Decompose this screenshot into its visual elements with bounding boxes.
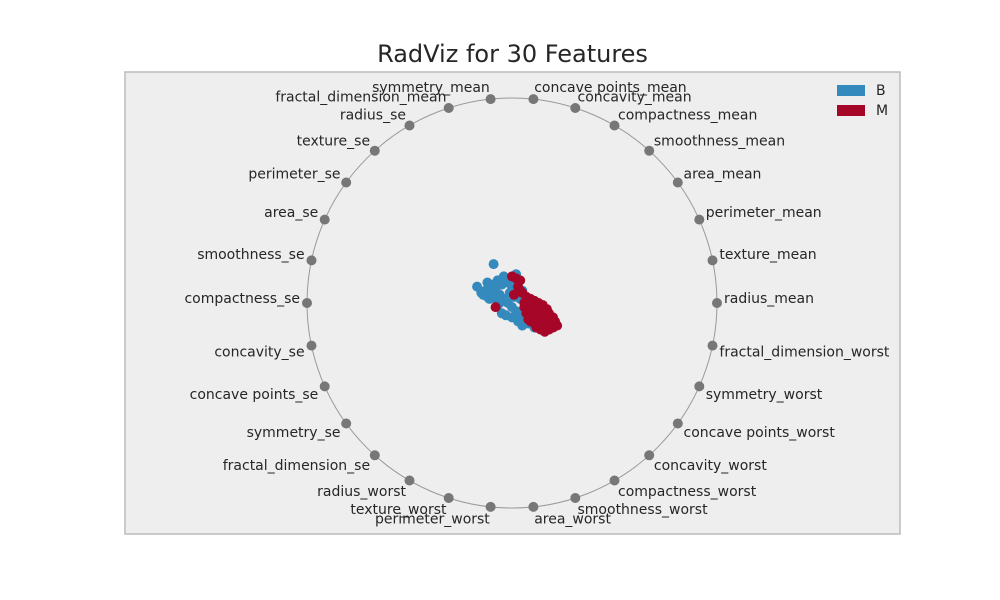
anchor-label-perimeter-mean: perimeter_mean [706, 205, 822, 221]
anchor-label-area-se: area_se [264, 205, 318, 221]
point-b-42 [490, 293, 501, 304]
anchor-point-perimeter-se [341, 177, 352, 188]
anchor-point-texture-worst [443, 493, 454, 503]
anchor-label-concavity-mean: concavity_mean [578, 89, 692, 105]
legend: BM [837, 83, 888, 119]
point-m-51 [541, 314, 552, 325]
anchor-label-perimeter-se: perimeter_se [248, 166, 340, 182]
point-b-45 [482, 291, 493, 302]
anchor-group: radius_meantexture_meanperimeter_meanare… [184, 80, 889, 527]
anchor-point-fractal-dimension-se [369, 450, 380, 461]
anchor-label-symmetry-worst: symmetry_worst [706, 387, 823, 403]
anchor-label-smoothness-se: smoothness_se [197, 247, 304, 263]
anchor-point-smoothness-worst [570, 493, 581, 503]
point-m-47 [519, 298, 530, 308]
anchor-point-area-mean [672, 177, 683, 188]
anchor-point-symmetry-se [341, 418, 352, 429]
anchor-label-radius-se: radius_se [340, 107, 406, 123]
anchor-point-radius-se [404, 120, 415, 131]
anchor-label-compactness-se: compactness_se [184, 291, 300, 307]
anchor-label-symmetry-mean: symmetry_mean [372, 80, 490, 96]
anchor-label-area-worst: area_worst [534, 511, 611, 527]
anchor-point-smoothness-se [306, 255, 317, 266]
anchor-point-radius-mean [712, 298, 722, 308]
anchor-label-fractal-dimension-mean: fractal_dimension_mean [275, 89, 446, 105]
point-b-38 [498, 271, 509, 282]
anchor-label-compactness-mean: compactness_mean [618, 107, 757, 123]
anchor-point-texture-mean [707, 255, 718, 266]
point-m-53 [539, 322, 550, 333]
anchor-point-concavity-worst [644, 450, 655, 461]
anchor-label-concave-points-worst: concave points_worst [684, 425, 836, 441]
point-m-46 [523, 314, 534, 325]
anchor-label-smoothness-worst: smoothness_worst [578, 502, 709, 518]
anchor-label-perimeter-worst: perimeter_worst [375, 511, 490, 527]
anchor-label-symmetry-se: symmetry_se [247, 425, 341, 441]
anchor-point-concavity-mean [570, 103, 581, 113]
anchor-label-fractal-dimension-worst: fractal_dimension_worst [719, 345, 890, 361]
legend-label-m: M [876, 103, 888, 119]
anchor-point-smoothness-mean [644, 145, 655, 156]
anchor-label-compactness-worst: compactness_worst [618, 484, 757, 500]
anchor-point-compactness-worst [609, 475, 620, 486]
anchor-point-texture-se [369, 145, 380, 156]
anchor-point-concave-points-mean [528, 94, 539, 105]
anchor-point-area-se [319, 214, 330, 225]
point-b-0 [488, 259, 499, 270]
anchor-label-radius-worst: radius_worst [317, 484, 406, 500]
points-group [472, 259, 563, 337]
anchor-point-concavity-se [306, 340, 317, 351]
point-b-47 [517, 320, 528, 331]
anchor-point-area-worst [528, 501, 539, 512]
anchor-point-perimeter-mean [694, 214, 705, 225]
anchor-label-texture-se: texture_se [297, 134, 370, 150]
anchor-point-compactness-se [302, 298, 312, 308]
anchor-point-concave-points-se [319, 381, 330, 392]
anchor-label-texture-mean: texture_mean [719, 247, 816, 263]
point-m-48 [515, 285, 526, 296]
anchor-label-area-mean: area_mean [684, 166, 762, 182]
anchor-label-smoothness-mean: smoothness_mean [654, 134, 785, 150]
anchor-label-concave-points-se: concave points_se [190, 387, 319, 403]
chart-title: RadViz for 30 Features [377, 40, 648, 68]
point-m-44 [550, 318, 560, 329]
legend-swatch-m [837, 105, 865, 116]
legend-label-b: B [876, 83, 886, 99]
anchor-label-radius-mean: radius_mean [724, 291, 814, 307]
anchor-label-concavity-se: concavity_se [214, 345, 304, 361]
anchor-point-fractal-dimension-worst [707, 340, 718, 351]
anchor-label-fractal-dimension-se: fractal_dimension_se [223, 458, 370, 474]
anchor-point-symmetry-worst [694, 381, 705, 392]
anchor-label-concavity-worst: concavity_worst [654, 458, 767, 474]
point-m-5 [490, 302, 501, 313]
anchor-point-compactness-mean [609, 120, 620, 131]
anchor-label-texture-worst: texture_worst [350, 502, 447, 518]
anchor-point-concave-points-worst [672, 418, 683, 429]
anchor-point-perimeter-worst [485, 501, 496, 512]
anchor-label-concave-points-mean: concave points_mean [534, 80, 686, 96]
anchor-point-radius-worst [404, 475, 415, 486]
anchor-point-fractal-dimension-mean [443, 103, 454, 113]
point-m-52 [531, 316, 542, 327]
anchor-point-symmetry-mean [485, 94, 496, 105]
legend-swatch-b [837, 85, 865, 96]
